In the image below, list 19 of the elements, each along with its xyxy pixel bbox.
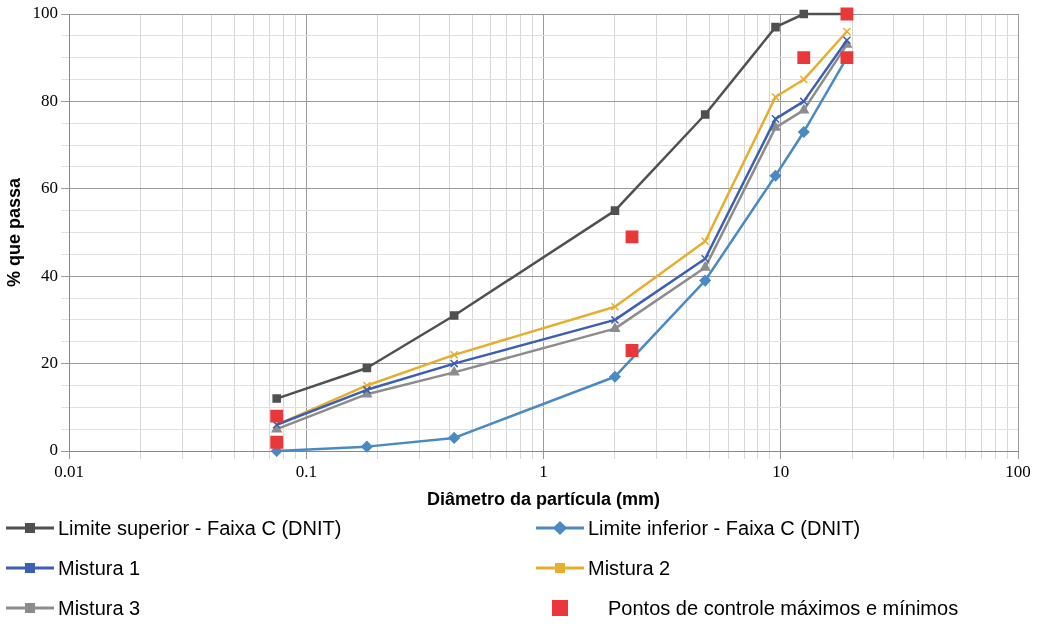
x-tick-label: 100	[1005, 461, 1031, 481]
x-tick-label: 0.01	[54, 461, 84, 481]
x-tick-label: 1	[539, 461, 548, 481]
legend-label: Mistura 3	[58, 596, 141, 620]
y-axis-title: % que passa	[3, 176, 24, 288]
y-tick-label: 40	[41, 265, 59, 285]
y-tick-label: 60	[41, 178, 59, 198]
y-tick-label: 80	[41, 90, 59, 110]
y-tick-label: 100	[32, 3, 59, 23]
y-tick-label: 20	[41, 353, 59, 373]
legend-label: Mistura 2	[588, 556, 671, 580]
legend-label: Pontos de controle máximos e mínimos	[608, 596, 959, 620]
x-tick-label: 10	[772, 461, 790, 481]
y-tick-label: 0	[49, 440, 59, 460]
x-tick-label: 0.1	[295, 461, 317, 481]
legend-label: Limite inferior - Faixa C (DNIT)	[588, 516, 861, 540]
legend-label: Limite superior - Faixa C (DNIT)	[58, 516, 342, 540]
x-axis-title: Diâmetro da partícula (mm)	[427, 489, 661, 510]
legend-label: Mistura 1	[58, 556, 141, 580]
